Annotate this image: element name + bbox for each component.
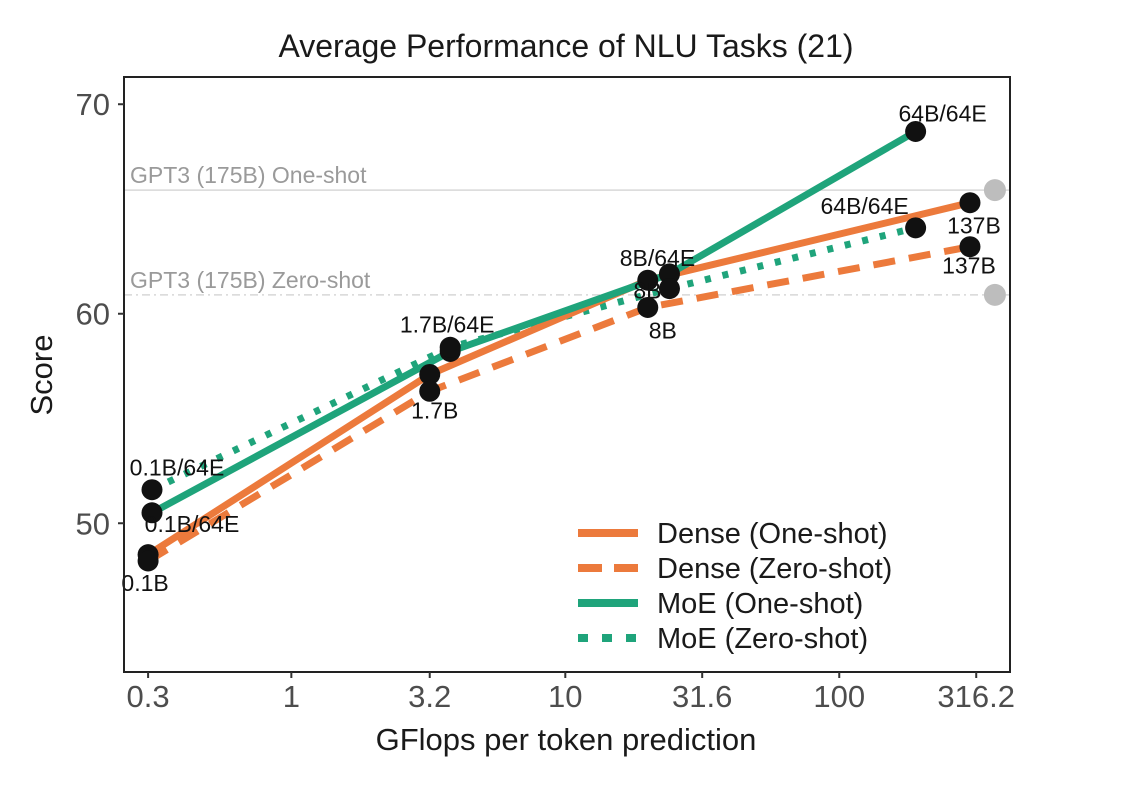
x-axis-label: GFlops per token prediction xyxy=(376,722,757,757)
y-axis-ticks: 50 60 70 xyxy=(76,87,124,541)
data-point xyxy=(141,502,163,524)
series-line xyxy=(146,199,971,558)
y-tick-label: 70 xyxy=(76,87,110,122)
data-point xyxy=(959,236,981,258)
data-label: 137B xyxy=(947,213,1001,239)
x-tick-label: 316.2 xyxy=(937,679,1015,714)
data-point xyxy=(637,269,659,291)
legend-label: Dense (One-shot) xyxy=(657,518,888,550)
reference-point xyxy=(983,283,1006,306)
data-labels: 137B 0.1B 1.7B 8B 137B 0.1B/64E 8B/64E 64B/64E 0… xyxy=(121,100,1000,595)
x-tick-label: 3.2 xyxy=(408,679,451,714)
data-point xyxy=(637,296,659,318)
data-label: 0.1B xyxy=(121,570,168,596)
data-label: 137B xyxy=(942,253,996,279)
series-line xyxy=(150,224,917,493)
data-label: 0.1B/64E xyxy=(130,455,225,481)
data-point xyxy=(905,120,927,142)
data-point xyxy=(439,336,461,358)
data-label: 1.7B xyxy=(411,397,458,423)
series-line xyxy=(146,243,971,564)
data-label: 1.7B/64E xyxy=(400,311,495,337)
x-tick-label: 0.3 xyxy=(127,679,170,714)
x-axis-ticks: 0.3 1 3.2 10 31.6 100 316.2 xyxy=(127,672,1015,714)
chart-title: Average Performance of NLU Tasks (21) xyxy=(278,28,853,64)
reference-point xyxy=(983,179,1006,202)
legend-label: MoE (Zero-shot) xyxy=(657,623,868,655)
data-label: 0.1B/64E xyxy=(145,511,240,537)
data-label: 64B/64E xyxy=(898,100,986,126)
x-tick-label: 1 xyxy=(283,679,300,714)
data-point xyxy=(658,278,680,300)
reference-lines: GPT3 (175B) One-shot GPT3 (175B) Zero-sho… xyxy=(124,162,1010,306)
legend: Dense (One-shot)Dense (Zero-shot)MoE (On… xyxy=(578,518,892,655)
y-tick-label: 50 xyxy=(76,506,110,541)
y-axis-label: Score xyxy=(24,335,59,416)
x-tick-label: 31.6 xyxy=(672,679,732,714)
x-tick-label: 100 xyxy=(813,679,865,714)
plot-frame xyxy=(123,76,1011,673)
data-point xyxy=(137,550,159,572)
legend-label: MoE (One-shot) xyxy=(657,588,863,620)
data-point xyxy=(419,364,441,385)
series-lines xyxy=(146,128,971,564)
data-point xyxy=(419,380,441,402)
data-points xyxy=(137,120,981,572)
x-tick-label: 10 xyxy=(548,679,582,714)
reference-line-label: GPT3 (175B) Zero-shot xyxy=(130,267,371,293)
data-label: 8B xyxy=(649,317,677,343)
legend-label: Dense (Zero-shot) xyxy=(657,553,892,585)
data-label: 64B/64E xyxy=(820,193,908,219)
data-point xyxy=(141,479,163,501)
data-point xyxy=(905,217,927,239)
data-point xyxy=(959,192,981,214)
data-label: 8B xyxy=(633,278,661,304)
y-tick-label: 60 xyxy=(76,297,110,332)
data-point xyxy=(658,263,680,285)
reference-line-label: GPT3 (175B) One-shot xyxy=(130,162,367,188)
series-line xyxy=(150,128,918,516)
data-label: 8B/64E xyxy=(620,245,695,271)
